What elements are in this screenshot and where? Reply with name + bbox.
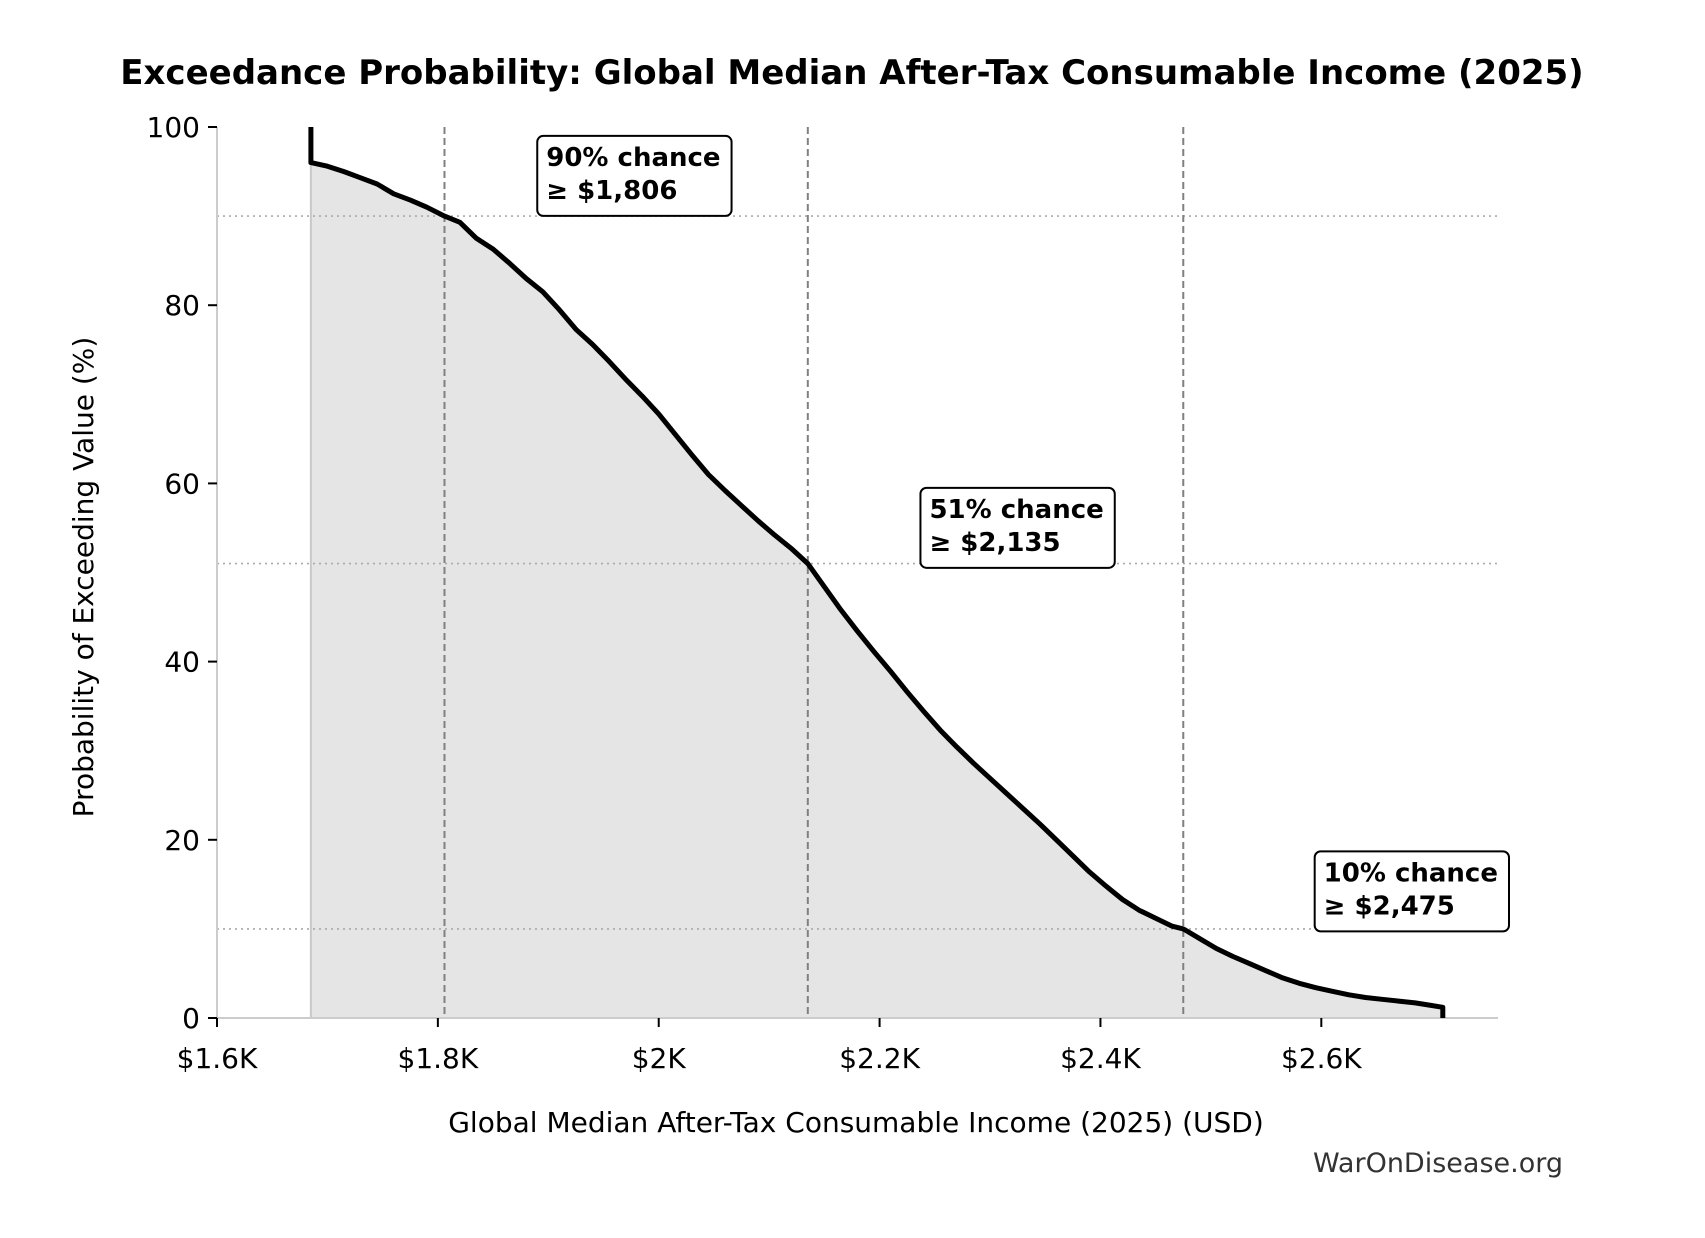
annotation-line-2: ≥ $2,135 [929,528,1060,558]
x-tick-label: $2.4K [1060,1042,1141,1075]
curve-layer [308,127,1446,1018]
x-tick-label: $2.2K [839,1042,920,1075]
y-tick-label: 0 [182,1002,200,1035]
x-tick-label: $2.6K [1281,1042,1362,1075]
reference-lines-layer [217,127,1498,1018]
x-tick-label: $1.8K [398,1042,479,1075]
axes-layer: $1.6K $1.8K $2K $2.2K $2.4K $2.6K 0 20 40 60 80 100 [147,111,1498,1075]
x-axis-label: Global Median After-Tax Consumable Incom… [448,1106,1264,1139]
annotation-line-2: ≥ $1,806 [546,176,677,206]
annotation-line-1: 51% chance [929,495,1103,525]
area-fill-layer [309,127,1443,1018]
y-tick-label: 60 [164,467,200,500]
annotation-box: 90% chance≥ $1,806 [536,134,733,217]
annotation-box: 10% chance≥ $2,475 [1313,850,1510,933]
annotation-line-2: ≥ $2,475 [1324,891,1455,921]
x-tick-label: $1.6K [177,1042,258,1075]
y-axis-label: Probability of Exceeding Value (%) [67,337,100,818]
watermark-text: WarOnDisease.org [1313,1148,1563,1179]
annotation-frame [1313,850,1510,933]
exceedance-curve [308,127,1446,1018]
area-fill [310,127,1443,1018]
y-tick-label: 40 [164,646,200,679]
x-tick-label: $2K [632,1042,687,1075]
annotation-line-1: 90% chance [546,143,720,173]
annotations-layer: 90% chance≥ $1,806 51% chance≥ $2,135 10% … [536,134,1510,933]
annotation-box: 51% chance≥ $2,135 [919,486,1116,569]
annotation-line-1: 10% chance [1324,858,1498,888]
y-tick-label: 100 [147,111,200,144]
annotation-frame [919,486,1116,569]
chart-title: Exceedance Probability: Global Median Af… [120,53,1583,93]
annotation-frame [536,134,733,217]
y-tick-label: 20 [164,824,200,857]
y-tick-label: 80 [164,289,200,322]
